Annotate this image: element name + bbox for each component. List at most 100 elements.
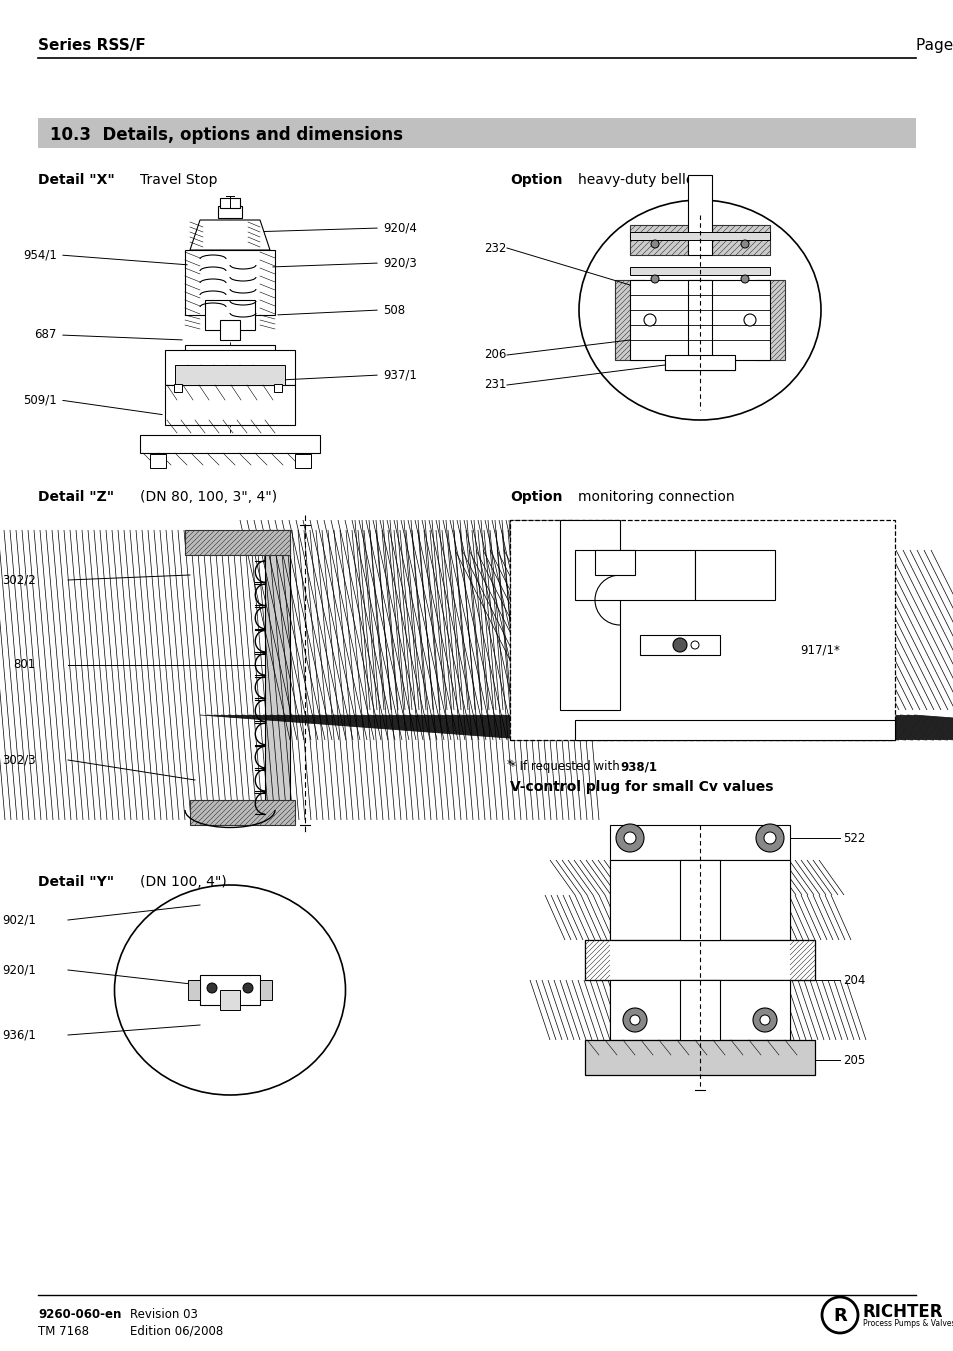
Circle shape: [755, 824, 783, 852]
Circle shape: [763, 832, 775, 844]
Text: 302/2: 302/2: [2, 574, 36, 586]
Bar: [188, 979, 200, 1000]
Text: * If requested with: * If requested with: [510, 761, 623, 773]
Bar: [200, 975, 260, 1005]
Bar: [205, 300, 254, 330]
Bar: [140, 435, 319, 453]
Bar: [609, 894, 629, 940]
Text: 9260-060-en: 9260-060-en: [38, 1308, 121, 1321]
Text: 687: 687: [34, 328, 57, 342]
Bar: [584, 1040, 814, 1075]
Bar: [664, 355, 734, 370]
Bar: [609, 979, 789, 1040]
Bar: [510, 520, 559, 740]
Bar: [629, 267, 769, 276]
Bar: [609, 861, 789, 940]
Circle shape: [243, 984, 253, 993]
Text: Detail "X": Detail "X": [38, 173, 114, 186]
Bar: [687, 176, 711, 255]
Bar: [695, 550, 774, 600]
Text: Detail "Z": Detail "Z": [38, 490, 114, 504]
Circle shape: [622, 1008, 646, 1032]
Bar: [664, 359, 734, 370]
Bar: [173, 384, 182, 392]
Bar: [190, 800, 294, 825]
Text: Option: Option: [510, 173, 562, 186]
Text: 231: 231: [484, 378, 506, 392]
Circle shape: [623, 832, 636, 844]
Bar: [220, 990, 240, 1011]
Text: Revision 03: Revision 03: [130, 1308, 197, 1321]
Bar: [754, 280, 784, 359]
Text: 954/1: 954/1: [23, 249, 57, 262]
Bar: [274, 384, 282, 392]
Text: (DN 100, 4"): (DN 100, 4"): [140, 875, 227, 889]
Circle shape: [616, 824, 643, 852]
Text: 920/4: 920/4: [382, 222, 416, 235]
Circle shape: [690, 640, 699, 648]
Bar: [584, 940, 609, 979]
Bar: [575, 720, 894, 740]
Bar: [265, 530, 290, 820]
Bar: [609, 825, 789, 861]
Text: 920/3: 920/3: [382, 257, 416, 269]
Bar: [510, 520, 894, 740]
Bar: [575, 550, 695, 600]
Bar: [609, 979, 629, 1040]
Circle shape: [629, 1015, 639, 1025]
Circle shape: [743, 313, 755, 326]
Bar: [165, 385, 294, 426]
Bar: [595, 550, 635, 576]
Text: 508: 508: [382, 304, 405, 316]
Text: V-control plug for small Cv values: V-control plug for small Cv values: [510, 780, 773, 794]
Bar: [559, 520, 619, 711]
Bar: [559, 520, 575, 711]
Text: 206: 206: [484, 349, 506, 362]
Ellipse shape: [578, 200, 821, 420]
Bar: [294, 454, 311, 467]
Bar: [679, 979, 720, 1040]
Bar: [615, 280, 644, 359]
Bar: [584, 940, 814, 979]
Bar: [711, 226, 769, 255]
Text: TM 7168: TM 7168: [38, 1325, 89, 1337]
Text: Series RSS/F: Series RSS/F: [38, 38, 146, 53]
Ellipse shape: [114, 885, 345, 1096]
Text: 10.3  Details, options and dimensions: 10.3 Details, options and dimensions: [50, 126, 402, 145]
Circle shape: [643, 313, 656, 326]
Bar: [687, 280, 711, 359]
Bar: [260, 979, 272, 1000]
Bar: [174, 365, 285, 385]
Text: (DN 80, 100, 3", 4"): (DN 80, 100, 3", 4"): [140, 490, 276, 504]
Bar: [609, 861, 635, 894]
Bar: [165, 350, 294, 385]
Bar: [679, 861, 720, 940]
Circle shape: [752, 1008, 776, 1032]
Text: 509/1: 509/1: [23, 393, 57, 407]
Text: Process Pumps & Valves: Process Pumps & Valves: [862, 1320, 953, 1328]
Text: Travel Stop: Travel Stop: [140, 173, 217, 186]
Circle shape: [650, 276, 659, 282]
Circle shape: [650, 240, 659, 249]
Text: 917/1*: 917/1*: [800, 643, 839, 657]
Text: Page 18: Page 18: [915, 38, 953, 53]
Bar: [220, 320, 240, 340]
Text: 302/3: 302/3: [2, 754, 36, 766]
Text: 938/1: 938/1: [619, 761, 657, 773]
Text: 902/1: 902/1: [2, 913, 36, 927]
Bar: [559, 715, 894, 740]
Text: 204: 204: [842, 974, 864, 986]
Bar: [695, 550, 774, 711]
Bar: [218, 205, 242, 218]
Circle shape: [760, 1015, 769, 1025]
Text: Edition 06/2008: Edition 06/2008: [130, 1325, 223, 1337]
Text: *: *: [506, 758, 517, 771]
Text: RICHTER: RICHTER: [862, 1302, 943, 1321]
Text: 205: 205: [842, 1054, 864, 1066]
Circle shape: [740, 240, 748, 249]
Bar: [639, 635, 720, 655]
Circle shape: [207, 984, 216, 993]
Circle shape: [821, 1297, 857, 1333]
Text: monitoring connection: monitoring connection: [578, 490, 734, 504]
Bar: [629, 232, 769, 240]
